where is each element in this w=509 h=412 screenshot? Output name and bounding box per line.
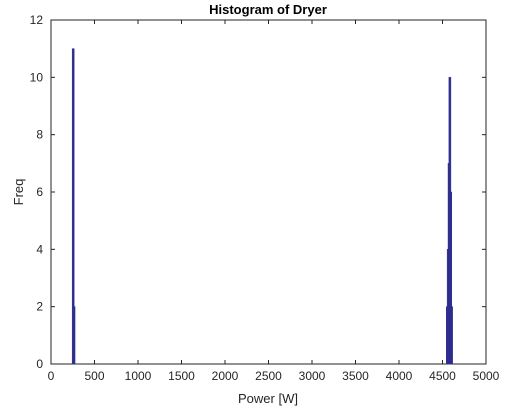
histogram-bar	[73, 307, 75, 364]
x-tick-label: 3000	[299, 369, 326, 383]
x-tick-label: 4000	[386, 369, 413, 383]
x-axis-label: Power [W]	[238, 391, 298, 406]
x-tick-label: 3500	[342, 369, 369, 383]
plot-area	[51, 20, 486, 364]
y-tick-label: 4	[36, 242, 43, 256]
x-tick-label: 2500	[255, 369, 282, 383]
x-tick-label: 500	[84, 369, 104, 383]
y-tick-label: 2	[36, 300, 43, 314]
y-tick-label: 6	[36, 185, 43, 199]
x-tick-label: 4500	[429, 369, 456, 383]
x-tick-label: 5000	[473, 369, 500, 383]
y-tick-label: 8	[36, 128, 43, 142]
x-tick-label: 1500	[168, 369, 195, 383]
y-axis-label: Freq	[11, 179, 26, 206]
x-tick-label: 0	[48, 369, 55, 383]
x-tick-label: 2000	[212, 369, 239, 383]
x-tick-label: 1000	[125, 369, 152, 383]
y-tick-label: 10	[30, 70, 44, 84]
y-tick-label: 0	[36, 357, 43, 371]
histogram-bar	[451, 307, 453, 364]
y-tick-label: 12	[30, 13, 44, 27]
chart-title: Histogram of Dryer	[209, 2, 327, 17]
